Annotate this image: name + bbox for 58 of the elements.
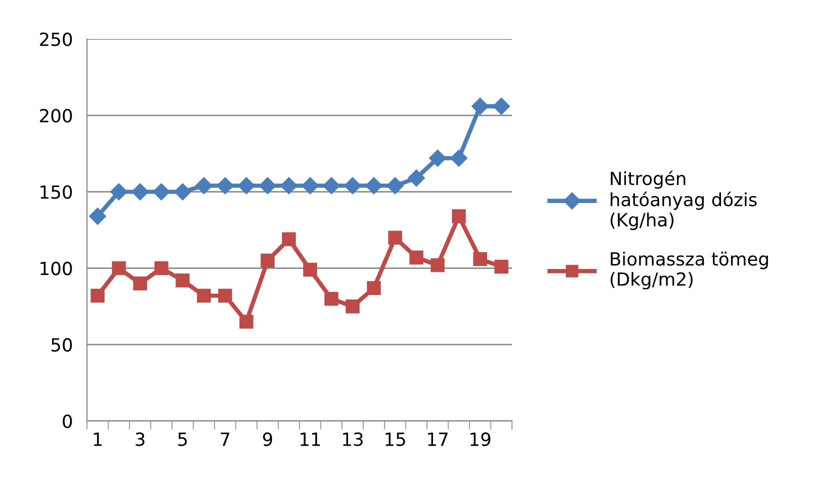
x-tick-label: 9 [263, 432, 272, 446]
x-tick-label: 11 [300, 432, 320, 446]
point [218, 288, 232, 303]
point [238, 177, 255, 194]
point [322, 177, 340, 194]
x-tick-label: 3 [136, 432, 144, 446]
x-tick-label: 5 [178, 432, 187, 446]
x-tick-label: 7 [220, 432, 230, 446]
point [430, 258, 445, 272]
point [429, 150, 446, 167]
point [90, 288, 105, 303]
point [174, 183, 192, 200]
point [239, 314, 254, 329]
point [112, 261, 126, 276]
point [386, 177, 404, 194]
point [346, 299, 360, 314]
point [303, 262, 318, 277]
point [259, 177, 276, 194]
y-tick-label: 100 [40, 262, 72, 276]
x-tick-label: 13 [343, 432, 363, 446]
x-tick-label: 15 [386, 432, 406, 446]
point [195, 177, 212, 194]
x-tick-label: 1 [94, 432, 102, 446]
point [110, 183, 128, 200]
point [154, 261, 168, 276]
y-tick-label: 0 [62, 414, 72, 428]
point [452, 209, 466, 224]
point [132, 183, 149, 200]
y-tick-label: 50 [52, 338, 72, 352]
point [344, 177, 362, 194]
point [302, 177, 319, 194]
point [324, 292, 338, 306]
point [408, 169, 425, 187]
y-tick-label: 200 [40, 108, 72, 123]
point [388, 230, 402, 245]
point [280, 177, 298, 194]
x-tick-label: 19 [470, 432, 490, 446]
point [450, 150, 468, 167]
point [216, 177, 234, 194]
y-tick-label: 150 [40, 185, 72, 199]
point [409, 250, 424, 264]
y-tick-label: 250 [40, 32, 72, 46]
point [89, 208, 106, 225]
point [473, 252, 488, 266]
point [152, 183, 170, 200]
point [282, 232, 296, 246]
point [492, 98, 510, 115]
legend-label: Biomassza tömeg (Dkg/m2) [610, 252, 768, 290]
point [365, 177, 382, 194]
point [133, 276, 148, 290]
point [176, 273, 190, 288]
point [196, 288, 211, 303]
point [494, 260, 508, 274]
point [260, 254, 275, 268]
legend-label: Nitrogén hatóanyag dózis (Kg/ha) [610, 170, 757, 230]
x-tick-label: 17 [428, 432, 448, 446]
point [366, 281, 381, 296]
point [472, 98, 489, 115]
